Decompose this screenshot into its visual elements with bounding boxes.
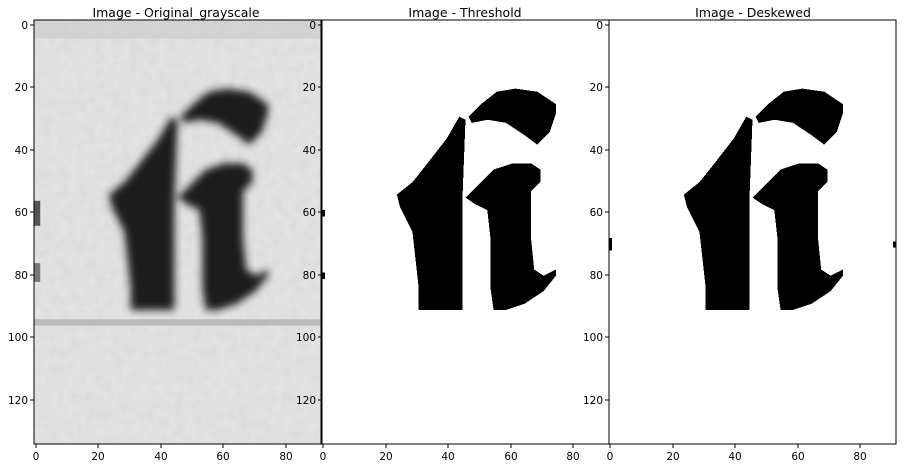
y-tick-label: 0 <box>596 20 603 32</box>
y-tick-label: 80 <box>303 270 316 282</box>
panel-threshold: Image - Threshold 0 20 40 60 <box>296 5 610 463</box>
grayscale-image <box>34 20 321 444</box>
threshold-image <box>322 20 609 444</box>
y-tick-label: 40 <box>15 145 28 157</box>
x-tick-label: 40 <box>154 451 167 463</box>
y-tick-label: 80 <box>15 270 28 282</box>
x-tick-label: 0 <box>607 451 614 463</box>
y-tick-label: 120 <box>8 395 28 407</box>
panel-deskewed: Image - Deskewed 0 <box>583 5 897 463</box>
y-tick-label: 120 <box>583 395 603 407</box>
x-tick-label: 80 <box>279 451 292 463</box>
y-tick-label: 120 <box>296 395 316 407</box>
y-tick-label: 80 <box>590 270 603 282</box>
panel-title: Image - Deskewed <box>695 5 811 20</box>
y-tick-label: 100 <box>296 332 316 344</box>
x-axis: 0 20 40 60 80 <box>607 444 867 463</box>
axes-frame <box>33 19 322 445</box>
x-tick-label: 60 <box>504 451 517 463</box>
x-tick-label: 20 <box>379 451 392 463</box>
panel-original-grayscale: Image - Original_grayscale 0 20 <box>8 5 322 463</box>
y-tick-label: 0 <box>21 20 28 32</box>
y-tick-label: 60 <box>303 207 316 219</box>
x-tick-label: 40 <box>728 451 741 463</box>
y-tick-label: 20 <box>590 82 603 94</box>
x-tick-label: 60 <box>791 451 804 463</box>
axes-frame <box>608 19 897 445</box>
x-tick-label: 20 <box>91 451 104 463</box>
x-axis: 0 20 40 60 80 <box>33 444 293 463</box>
deskewed-image <box>609 20 896 444</box>
x-tick-label: 40 <box>441 451 454 463</box>
x-tick-label: 0 <box>33 451 40 463</box>
panel-title: Image - Threshold <box>408 5 521 20</box>
panel-title: Image - Original_grayscale <box>92 5 259 20</box>
x-tick-label: 20 <box>666 451 679 463</box>
y-axis: 0 20 40 60 80 100 120 <box>296 20 322 407</box>
y-tick-label: 100 <box>583 332 603 344</box>
x-tick-label: 80 <box>566 451 579 463</box>
y-tick-label: 20 <box>303 82 316 94</box>
y-tick-label: 40 <box>303 145 316 157</box>
y-tick-label: 20 <box>15 82 28 94</box>
y-tick-label: 0 <box>309 20 316 32</box>
x-axis: 0 20 40 60 80 <box>320 444 580 463</box>
y-tick-label: 60 <box>15 207 28 219</box>
y-tick-label: 100 <box>8 332 28 344</box>
y-tick-label: 40 <box>590 145 603 157</box>
x-tick-label: 80 <box>853 451 866 463</box>
y-axis: 0 20 40 60 80 100 120 <box>8 20 34 407</box>
y-axis: 0 20 40 60 80 100 120 <box>583 20 609 407</box>
y-tick-label: 60 <box>590 207 603 219</box>
x-tick-label: 60 <box>216 451 229 463</box>
x-tick-label: 0 <box>320 451 327 463</box>
